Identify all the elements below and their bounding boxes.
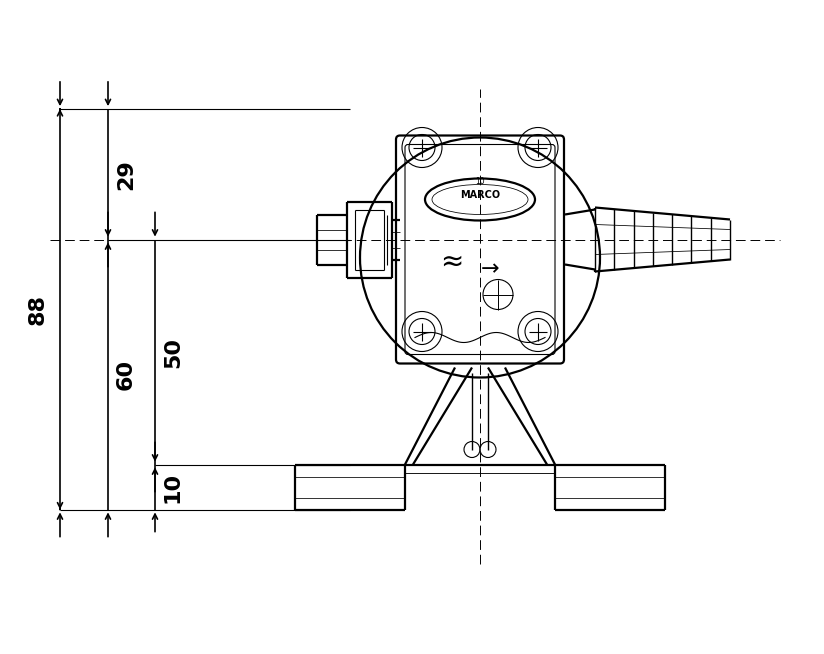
Text: 10: 10 bbox=[475, 177, 485, 186]
Text: ≈: ≈ bbox=[440, 247, 464, 275]
Text: MARCO: MARCO bbox=[460, 190, 500, 199]
Text: 29: 29 bbox=[116, 159, 136, 190]
Text: 88: 88 bbox=[28, 294, 48, 325]
Text: 10: 10 bbox=[163, 472, 183, 502]
Text: 50: 50 bbox=[163, 337, 183, 368]
Text: →: → bbox=[480, 260, 499, 279]
Text: 60: 60 bbox=[116, 359, 136, 390]
